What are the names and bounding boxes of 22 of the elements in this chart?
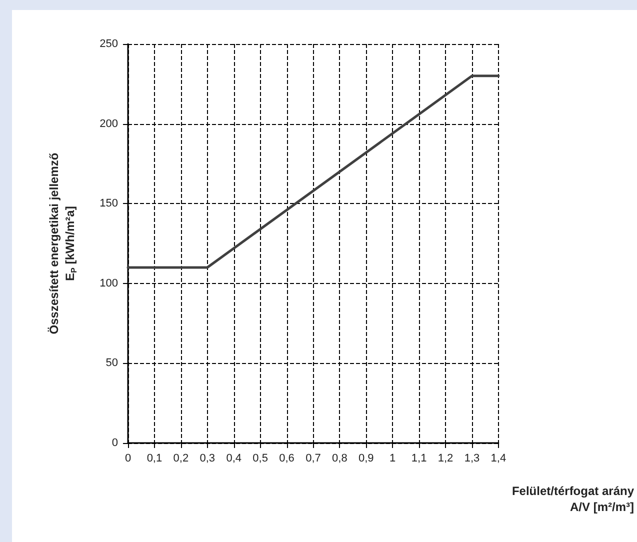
x-tick-label: 0,3 (200, 452, 216, 464)
x-tick-label: 0,8 (332, 452, 348, 464)
y-tick-label: 50 (106, 357, 118, 370)
y-tick-label: 200 (100, 118, 118, 130)
x-axis-title: Felület/térfogat arány A/V [m²/m³] (512, 484, 634, 514)
x-tick-label: 1,1 (411, 452, 427, 464)
y-tick-label: 250 (100, 38, 118, 50)
x-tick-label: 0,6 (279, 452, 294, 464)
x-tick-label: 0 (124, 452, 132, 464)
x-tick-label: 0,4 (226, 452, 242, 464)
y-tick-label: 0 (112, 437, 118, 449)
x-tick-label: 1,4 (490, 452, 506, 464)
x-tick-label: 1 (390, 452, 396, 464)
x-tick-label: 1,2 (438, 452, 454, 464)
y-tick-label: 100 (100, 277, 118, 290)
x-tick-label: 0,5 (252, 452, 268, 464)
y-tick-label: 150 (100, 198, 118, 210)
x-tick-label: 0,9 (358, 452, 374, 464)
x-tick-label: 1,3 (464, 452, 480, 464)
x-tick-label: 0,7 (306, 452, 321, 464)
x-tick-label: 0,2 (173, 452, 189, 464)
x-tick-label: 0,1 (146, 452, 162, 464)
